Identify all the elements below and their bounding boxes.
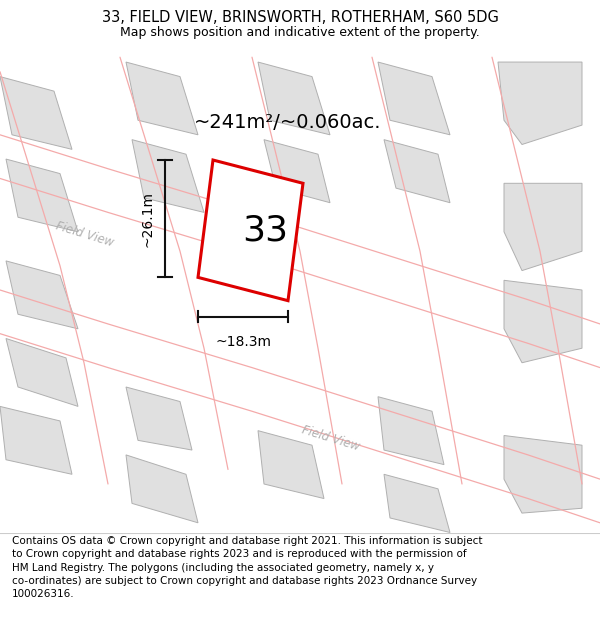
Polygon shape bbox=[264, 139, 330, 202]
Polygon shape bbox=[6, 339, 78, 406]
Polygon shape bbox=[126, 387, 192, 450]
Text: ~26.1m: ~26.1m bbox=[140, 191, 154, 247]
Text: ~241m²/~0.060ac.: ~241m²/~0.060ac. bbox=[194, 113, 382, 132]
Polygon shape bbox=[498, 62, 582, 144]
Polygon shape bbox=[126, 455, 198, 522]
Polygon shape bbox=[198, 160, 303, 301]
Polygon shape bbox=[0, 77, 72, 149]
Polygon shape bbox=[384, 139, 450, 202]
Polygon shape bbox=[6, 261, 78, 329]
Text: ~18.3m: ~18.3m bbox=[215, 335, 271, 349]
Polygon shape bbox=[378, 62, 450, 135]
Polygon shape bbox=[504, 183, 582, 271]
Polygon shape bbox=[378, 397, 444, 464]
Polygon shape bbox=[126, 62, 198, 135]
Polygon shape bbox=[504, 436, 582, 513]
Polygon shape bbox=[504, 280, 582, 362]
Polygon shape bbox=[132, 139, 204, 212]
Text: 33, FIELD VIEW, BRINSWORTH, ROTHERHAM, S60 5DG: 33, FIELD VIEW, BRINSWORTH, ROTHERHAM, S… bbox=[101, 9, 499, 24]
Text: Field View: Field View bbox=[54, 219, 115, 249]
Polygon shape bbox=[6, 159, 78, 232]
Polygon shape bbox=[0, 406, 72, 474]
Text: Map shows position and indicative extent of the property.: Map shows position and indicative extent… bbox=[120, 26, 480, 39]
Polygon shape bbox=[258, 431, 324, 499]
Text: Field View: Field View bbox=[300, 423, 361, 453]
Text: 33: 33 bbox=[242, 213, 289, 248]
Polygon shape bbox=[384, 474, 450, 532]
Text: Contains OS data © Crown copyright and database right 2021. This information is : Contains OS data © Crown copyright and d… bbox=[12, 536, 482, 599]
Polygon shape bbox=[258, 62, 330, 135]
